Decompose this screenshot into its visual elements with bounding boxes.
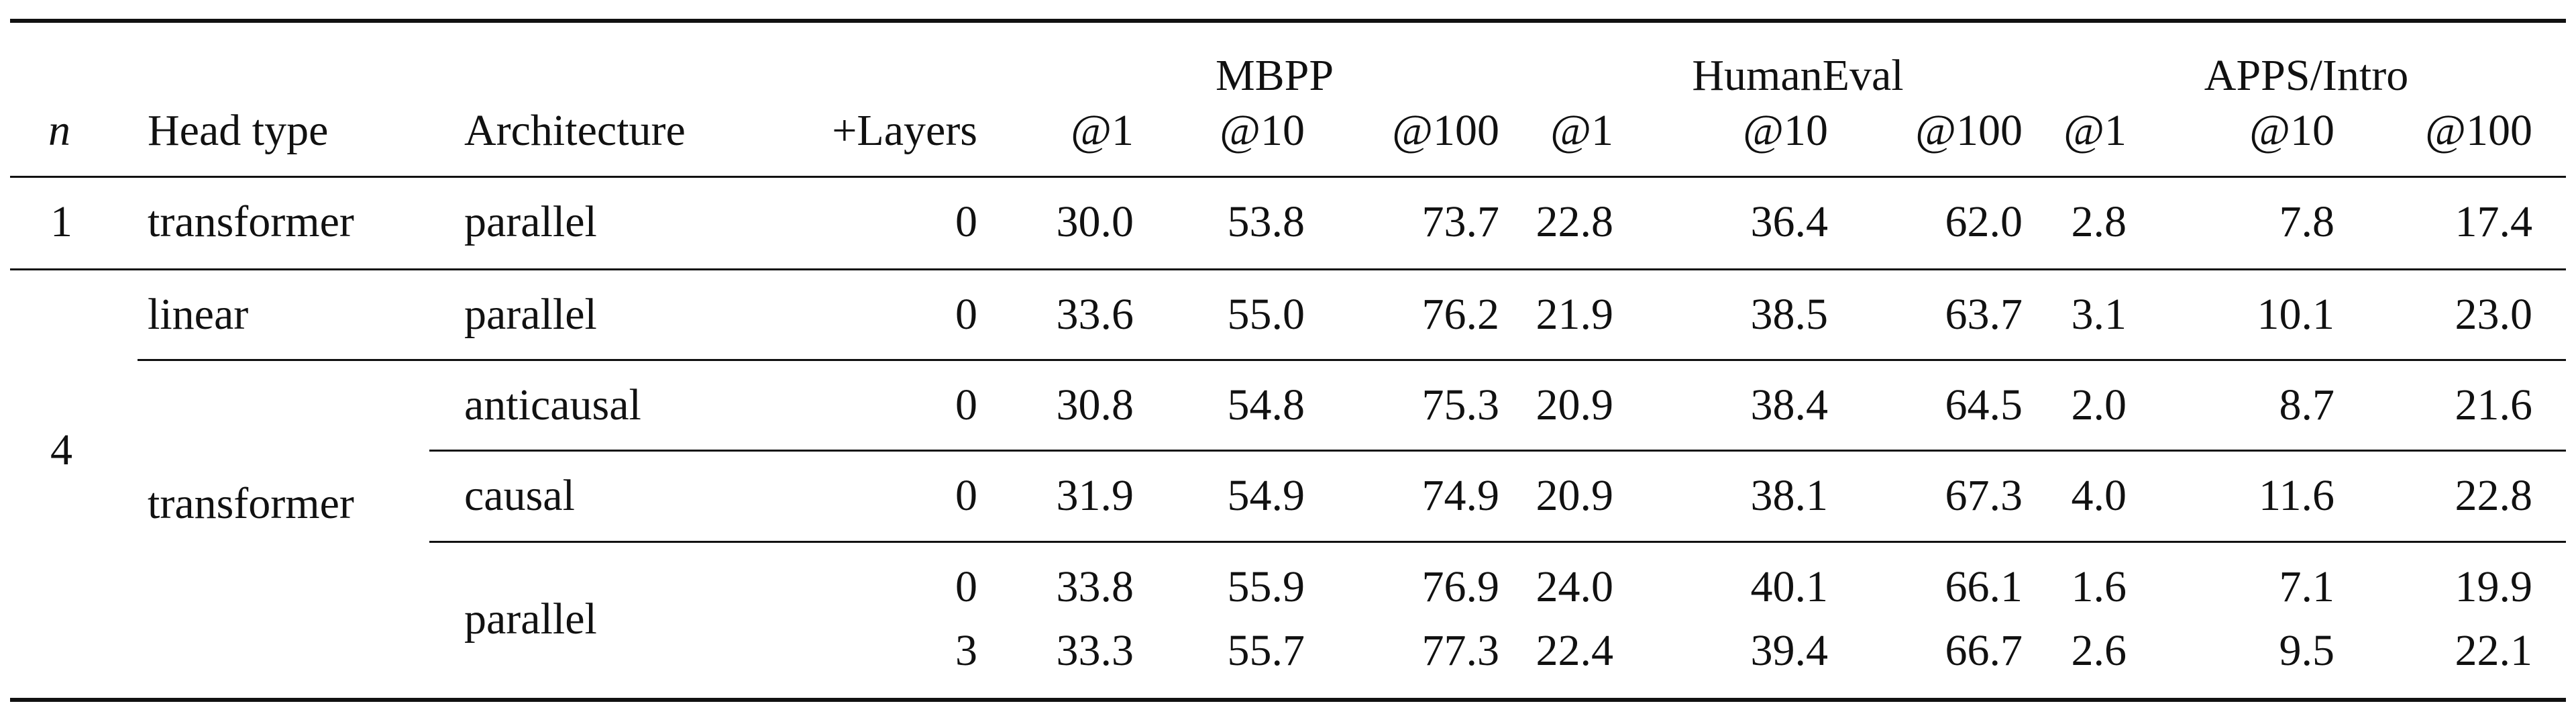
architecture-rule xyxy=(429,541,2566,543)
layers-cell: 0 xyxy=(955,380,977,429)
head-type-cell: linear xyxy=(148,290,249,339)
metric-cell: 30.0 xyxy=(1056,197,1134,246)
metric-cell: 38.5 xyxy=(1750,290,1829,339)
layers-cell: 0 xyxy=(955,562,977,611)
architecture-cell: parallel xyxy=(464,197,597,246)
section-rule xyxy=(10,268,2566,270)
metric-cell: 36.4 xyxy=(1750,197,1829,246)
metric-cell: 55.7 xyxy=(1227,626,1305,675)
layers-cell: 0 xyxy=(955,290,977,339)
metric-cell: 62.0 xyxy=(1945,197,2023,246)
header-rule xyxy=(10,176,2566,178)
metric-cell: 21.6 xyxy=(2455,380,2533,429)
metric-cell: 8.7 xyxy=(2279,380,2335,429)
metric-cell: 22.4 xyxy=(1536,626,1614,675)
header-layers: +Layers xyxy=(832,106,977,155)
n-value: 1 xyxy=(50,197,72,246)
metric-cell: 30.8 xyxy=(1056,380,1134,429)
header-metric: @10 xyxy=(1743,106,1828,155)
metric-cell: 21.9 xyxy=(1536,290,1614,339)
metric-cell: 54.8 xyxy=(1227,380,1305,429)
architecture-rule xyxy=(429,450,2566,452)
header-metric: @100 xyxy=(1392,106,1499,155)
metric-cell: 22.8 xyxy=(1536,197,1614,246)
layers-cell: 0 xyxy=(955,471,977,520)
layers-cell: 3 xyxy=(955,626,977,675)
header-metric: @100 xyxy=(2425,106,2532,155)
group-header: APPS/Intro xyxy=(2204,51,2409,100)
architecture-cell: causal xyxy=(464,471,575,520)
metric-cell: 31.9 xyxy=(1056,471,1134,520)
metric-cell: 33.8 xyxy=(1056,562,1134,611)
metric-cell: 54.9 xyxy=(1227,471,1305,520)
metric-cell: 2.8 xyxy=(2071,197,2127,246)
group-header: HumanEval xyxy=(1692,51,1904,100)
metric-cell: 4.0 xyxy=(2071,471,2127,520)
group-header: MBPP xyxy=(1215,51,1334,100)
head-type-cell: transformer xyxy=(148,197,354,246)
metric-cell: 20.9 xyxy=(1536,471,1614,520)
header-metric: @10 xyxy=(1220,106,1305,155)
metric-cell: 64.5 xyxy=(1945,380,2023,429)
bottom-rule xyxy=(10,698,2566,702)
metric-cell: 74.9 xyxy=(1421,471,1500,520)
metric-cell: 63.7 xyxy=(1945,290,2023,339)
top-rule xyxy=(10,19,2566,23)
metric-cell: 33.6 xyxy=(1056,290,1134,339)
header-metric: @100 xyxy=(1915,106,2023,155)
metric-cell: 73.7 xyxy=(1421,197,1500,246)
metric-cell: 2.6 xyxy=(2071,626,2127,675)
metric-cell: 76.9 xyxy=(1421,562,1500,611)
architecture-cell: parallel xyxy=(464,290,597,339)
metric-cell: 75.3 xyxy=(1421,380,1500,429)
metric-cell: 23.0 xyxy=(2455,290,2533,339)
metric-cell: 7.8 xyxy=(2279,197,2335,246)
header-metric: @10 xyxy=(2249,106,2334,155)
architecture-cell: anticausal xyxy=(464,380,641,429)
metric-cell: 53.8 xyxy=(1227,197,1305,246)
metric-cell: 33.3 xyxy=(1056,626,1134,675)
metric-cell: 7.1 xyxy=(2279,562,2335,611)
metric-cell: 24.0 xyxy=(1536,562,1614,611)
metric-cell: 11.6 xyxy=(2258,471,2334,520)
metric-cell: 20.9 xyxy=(1536,380,1614,429)
architecture-cell: parallel xyxy=(464,595,597,643)
head-type-cell: transformer xyxy=(148,479,354,528)
header-metric: @1 xyxy=(1550,106,1613,155)
metric-cell: 9.5 xyxy=(2279,626,2335,675)
head-type-rule xyxy=(138,359,2566,361)
metric-cell: 66.7 xyxy=(1945,626,2023,675)
metric-cell: 77.3 xyxy=(1421,626,1500,675)
metric-cell: 76.2 xyxy=(1421,290,1500,339)
layers-cell: 0 xyxy=(955,197,977,246)
header-metric: @1 xyxy=(1071,106,1134,155)
metric-cell: 38.1 xyxy=(1750,471,1829,520)
metric-cell: 55.0 xyxy=(1227,290,1305,339)
header-architecture: Architecture xyxy=(464,106,686,155)
header-head-type: Head type xyxy=(148,106,329,155)
metric-cell: 3.1 xyxy=(2071,290,2127,339)
header-metric: @1 xyxy=(2063,106,2127,155)
metric-cell: 22.1 xyxy=(2455,626,2533,675)
metric-cell: 2.0 xyxy=(2071,380,2127,429)
metric-cell: 55.9 xyxy=(1227,562,1305,611)
metric-cell: 66.1 xyxy=(1945,562,2023,611)
header-n: n xyxy=(48,106,70,155)
metric-cell: 1.6 xyxy=(2071,562,2127,611)
metric-cell: 22.8 xyxy=(2455,471,2533,520)
metric-cell: 67.3 xyxy=(1945,471,2023,520)
metric-cell: 19.9 xyxy=(2455,562,2533,611)
metric-cell: 38.4 xyxy=(1750,380,1829,429)
n-value: 4 xyxy=(50,425,72,474)
metric-cell: 10.1 xyxy=(2257,290,2335,339)
metric-cell: 17.4 xyxy=(2455,197,2533,246)
metric-cell: 40.1 xyxy=(1750,562,1829,611)
metric-cell: 39.4 xyxy=(1750,626,1829,675)
